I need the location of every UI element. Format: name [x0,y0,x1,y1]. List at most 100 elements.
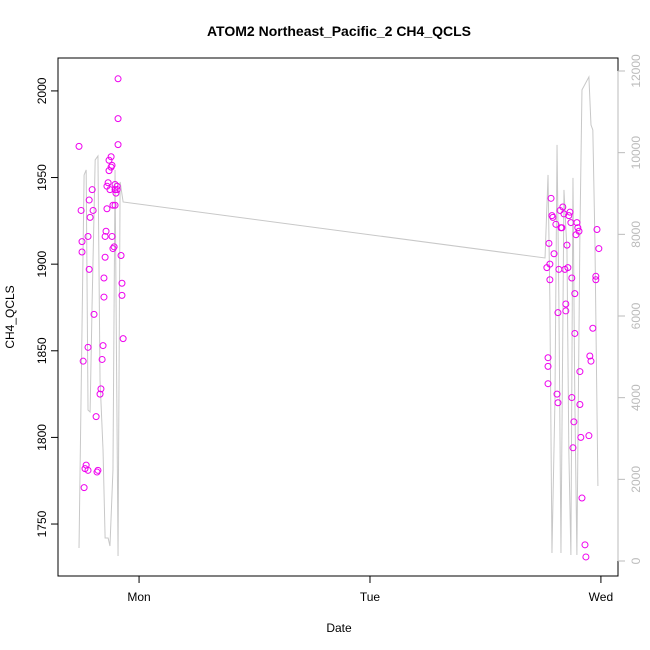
point [595,245,603,253]
point [104,179,112,187]
x-tick-label: Mon [127,590,150,604]
point [576,368,584,376]
y2-tick-label: 4000 [629,384,643,411]
point [114,115,122,123]
point [78,238,86,246]
x-tick-label: Wed [589,590,613,604]
point [84,343,92,351]
point [102,227,110,235]
point [113,182,121,190]
point [570,418,578,426]
y2-tick-label: 8000 [629,221,643,248]
point [589,324,597,332]
y-axis-label: CH4_QCLS [3,285,17,348]
point [101,253,109,261]
point [79,357,87,365]
y2-tick-label: 10000 [629,136,643,170]
point [586,352,594,360]
point [84,466,92,474]
point [96,390,104,398]
point [118,279,126,287]
y2-tick-label: 12000 [629,54,643,88]
point [85,265,93,273]
point [113,186,121,194]
point [574,224,582,232]
point [564,264,572,272]
point [101,232,109,240]
point [566,208,574,216]
point [77,206,85,214]
point [85,196,93,204]
point [568,394,576,402]
point [593,226,601,234]
y2-tick-label: 0 [629,557,643,564]
y-tick-label: 1850 [35,337,49,364]
point [578,494,586,502]
point [592,276,600,284]
point [111,186,119,194]
y-tick-label: 1900 [35,250,49,277]
point [97,385,105,393]
point [108,232,116,240]
point [562,307,570,315]
point [99,342,107,350]
point [585,432,593,440]
point [89,206,97,214]
point [114,75,122,83]
y2-tick-label: 2000 [629,466,643,493]
point [562,300,570,308]
point [110,243,118,251]
point [84,232,92,240]
point [587,357,595,365]
point [105,156,113,164]
point [544,362,552,370]
point [592,272,600,280]
point [550,250,558,258]
line-series [78,75,599,557]
point [90,310,98,318]
point [576,400,584,408]
point [86,213,94,221]
x-axis-label: Date [326,621,352,635]
point [108,161,116,169]
point [553,390,561,398]
point [112,189,120,197]
point [545,239,553,247]
point [568,274,576,282]
plot-frame [57,57,619,577]
point [573,219,581,227]
point [111,201,119,209]
point [549,213,557,221]
point [103,205,111,213]
point [100,274,108,282]
point [571,329,579,337]
point [100,293,108,301]
point [575,227,583,235]
point [546,276,554,284]
y2-tick-label: 6000 [629,302,643,329]
point [544,380,552,388]
point [559,203,567,211]
point [118,291,126,299]
point [558,224,566,232]
point [582,553,590,561]
chart-title: ATOM2 Northeast_Pacific_2 CH4_QCLS [207,23,471,39]
point [106,186,114,194]
point [581,541,589,549]
point [563,241,571,249]
point [88,186,96,194]
point [554,399,562,407]
point [569,444,577,452]
point [117,251,125,259]
y-tick-label: 2000 [35,77,49,104]
y-tick-label: 1950 [35,164,49,191]
point [75,142,83,150]
point [119,335,127,343]
x-tick-label: Tue [360,590,381,604]
point [565,212,573,220]
point [109,245,117,253]
y-tick-label: 1750 [35,510,49,537]
y-tick-label: 1800 [35,424,49,451]
point [547,194,555,202]
